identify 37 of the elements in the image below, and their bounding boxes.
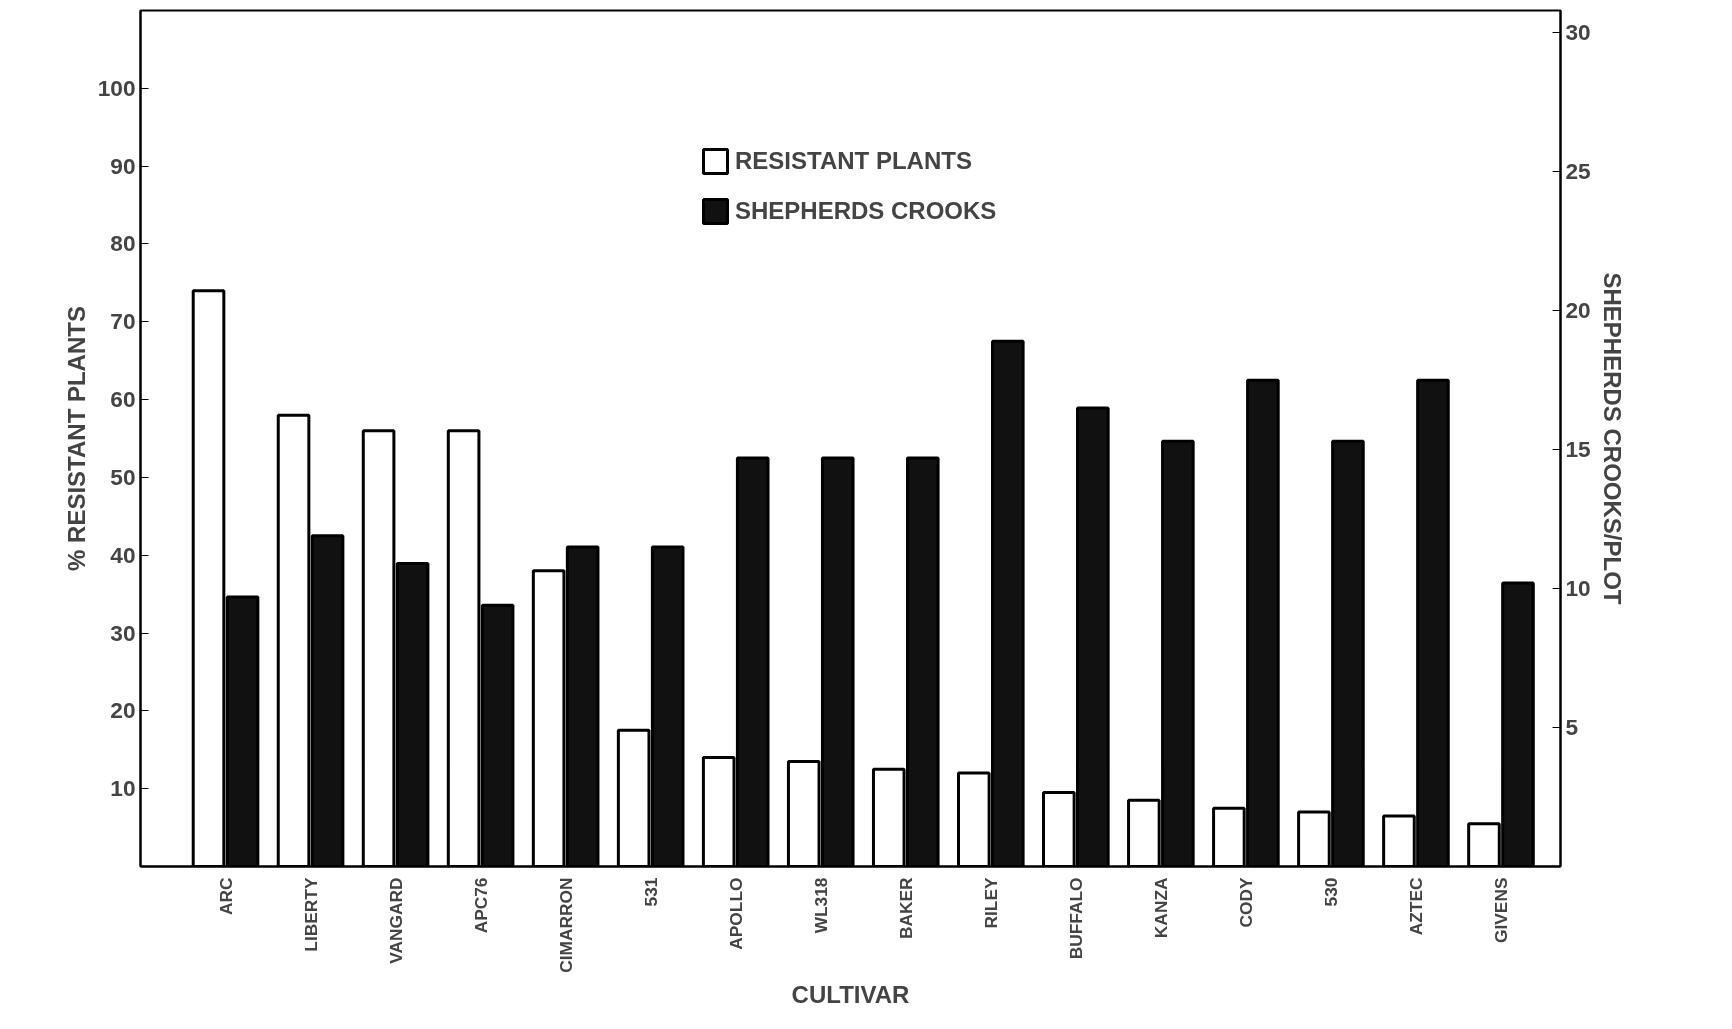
x-tick-label: APC76 <box>470 877 491 934</box>
y-tick-label: 60 <box>110 386 136 413</box>
x-tick-label: GIVENS <box>1490 877 1511 943</box>
x-tick-label: VANGARD <box>385 877 406 964</box>
x-tick-label: RILEY <box>980 877 1001 929</box>
x-axis-title: CULTIVAR <box>791 980 910 1008</box>
y-tick-label: 50 <box>110 463 136 490</box>
x-tick-label: BAKER <box>895 877 916 940</box>
x-tick-label: APOLLO <box>725 877 746 950</box>
x-tick-label: AZTEC <box>1405 877 1426 936</box>
y2-tick-label: 5 <box>1565 714 1579 741</box>
x-tick-label: ARC <box>215 877 236 916</box>
y-tick-label: 40 <box>110 541 136 568</box>
x-tick-label: BUFFALO <box>1065 877 1086 960</box>
legend-label: RESISTANT PLANTS <box>735 147 972 175</box>
y2-tick-label: 15 <box>1565 436 1591 463</box>
y2-tick-label: 30 <box>1565 19 1591 46</box>
x-tick-label: CIMARRON <box>555 877 576 973</box>
x-tick-label: LIBERTY <box>300 877 321 952</box>
x-tick-label: KANZA <box>1150 877 1171 939</box>
y2-tick-label: 20 <box>1565 297 1591 324</box>
x-tick-label: 530 <box>1320 877 1341 907</box>
y2-tick-label: 25 <box>1565 158 1591 185</box>
x-tick-label: 531 <box>640 877 661 907</box>
y-axis-title: % RESISTANT PLANTS <box>62 306 90 571</box>
y2-axis-title: SHEPHERDS CROOKS/PLOT <box>1598 272 1626 605</box>
x-tick-label: CODY <box>1235 877 1256 928</box>
y-tick-label: 30 <box>110 619 136 646</box>
y-tick-label: 90 <box>110 152 136 179</box>
y-tick-label: 100 <box>97 74 136 101</box>
y-tick-label: 70 <box>110 308 136 335</box>
y2-tick-label: 10 <box>1565 575 1591 602</box>
y-tick-label: 20 <box>110 697 136 724</box>
x-tick-label: WL318 <box>810 877 831 934</box>
legend-label: SHEPHERDS CROOKS <box>735 197 997 225</box>
y-tick-label: 10 <box>110 775 136 802</box>
y-tick-label: 80 <box>110 230 136 257</box>
